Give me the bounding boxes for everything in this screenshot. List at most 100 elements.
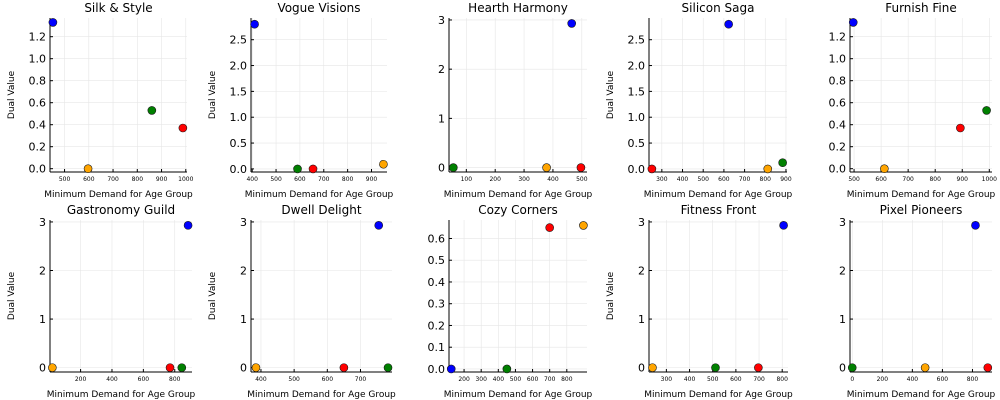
data-point-orange (880, 164, 889, 173)
x-tick-label: 600 (730, 376, 742, 383)
chart-title: Fitness Front (681, 203, 757, 217)
data-point-orange (379, 159, 388, 169)
y-axis-label: Dual Value (7, 70, 17, 119)
y-tick-label: 0.0 (428, 363, 446, 376)
x-tick-label: 800 (342, 176, 354, 183)
x-tick-label: 700 (107, 176, 119, 183)
x-tick-label: 200 (458, 376, 470, 383)
x-axis-label: Minimum Demand for Age Group (444, 390, 593, 400)
x-tick-label: 900 (156, 176, 168, 183)
data-point-blue (48, 18, 58, 27)
x-tick-label: 1000 (178, 176, 193, 183)
chart-title: Silk & Style (84, 1, 152, 15)
data-point-green (147, 106, 157, 115)
y-tick-label: 1 (39, 313, 46, 326)
data-point-blue (183, 221, 193, 230)
chart-title: Dwell Delight (281, 203, 361, 217)
x-tick-label: 300 (656, 176, 668, 183)
y-tick-label: 2.0 (230, 60, 248, 73)
y-tick-label: 0.0 (29, 163, 47, 176)
y-tick-label: 1.0 (29, 53, 47, 66)
x-tick-label: 800 (561, 376, 573, 383)
x-tick-label: 600 (527, 376, 539, 383)
data-point-orange (251, 363, 261, 372)
y-tick-label: 2 (638, 265, 645, 278)
chart-title: Pixel Pioneers (880, 203, 963, 217)
data-point-blue (374, 221, 384, 230)
x-tick-label: 500 (707, 376, 719, 383)
x-tick-label: 500 (697, 176, 709, 183)
data-point-red (308, 164, 318, 174)
y-tick-label: 3 (240, 216, 247, 229)
data-point-red (754, 363, 763, 372)
x-tick-label: 700 (544, 376, 556, 383)
x-tick-label: 500 (270, 176, 282, 183)
data-point-blue (971, 221, 980, 230)
chart-title: Hearth Harmony (468, 1, 568, 15)
y-tick-label: 0.0 (628, 163, 646, 176)
data-point-blue (446, 364, 456, 374)
data-point-orange (542, 163, 551, 172)
x-tick-label: 400 (907, 376, 919, 383)
y-tick-label: 0.8 (829, 75, 847, 88)
data-point-red (983, 363, 993, 372)
x-tick-label: 700 (902, 176, 914, 183)
x-tick-label: 400 (106, 376, 118, 383)
y-tick-label: 3 (839, 216, 846, 229)
x-tick-label: 400 (684, 376, 696, 383)
y-tick-label: 0.6 (829, 97, 847, 110)
data-point-green (177, 363, 187, 372)
y-tick-label: 0.6 (29, 97, 47, 110)
data-point-orange (83, 164, 93, 173)
data-point-green (383, 363, 393, 372)
data-point-red (545, 223, 554, 232)
y-tick-label: 1.0 (230, 111, 248, 124)
x-axis-label: Minimum Demand for Age Group (847, 190, 996, 200)
data-point-orange (579, 221, 588, 230)
data-point-red (178, 123, 188, 133)
x-tick-label: 600 (718, 176, 730, 183)
y-tick-label: 1.0 (829, 53, 847, 66)
data-point-blue (724, 19, 733, 29)
data-point-blue (779, 221, 788, 230)
y-tick-label: 1.5 (628, 85, 646, 98)
x-axis-label: Minimum Demand for Age Group (245, 190, 394, 200)
data-point-green (847, 363, 857, 372)
y-tick-label: 1 (438, 112, 445, 125)
chart-title: Silicon Saga (682, 1, 755, 15)
data-point-orange (920, 363, 930, 372)
y-axis-label: Dual Value (606, 271, 616, 320)
y-tick-label: 0.4 (829, 119, 847, 132)
x-tick-label: 200 (75, 376, 87, 383)
x-axis-label: Minimum Demand for Age Group (44, 190, 193, 200)
y-tick-label: 3 (39, 216, 46, 229)
x-tick-label: 400 (677, 176, 689, 183)
x-tick-label: 400 (246, 176, 258, 183)
x-axis-label: Minimum Demand for Age Group (847, 390, 996, 400)
data-point-red (647, 164, 657, 174)
x-tick-label: 500 (288, 376, 300, 383)
y-tick-label: 0 (438, 162, 445, 175)
y-axis-label: Dual Value (7, 271, 17, 320)
y-tick-label: 0 (638, 362, 645, 375)
x-tick-label: 400 (255, 376, 267, 383)
y-tick-label: 0.5 (428, 254, 446, 267)
x-axis-label: Minimum Demand for Age Group (644, 190, 793, 200)
x-tick-label: 800 (132, 176, 144, 183)
y-tick-label: 0.4 (29, 119, 47, 132)
data-point-red (165, 363, 175, 372)
data-point-blue (567, 19, 576, 28)
y-tick-label: 3 (438, 14, 445, 27)
data-point-orange (48, 363, 57, 372)
data-point-green (982, 106, 991, 115)
x-tick-label: 900 (957, 176, 969, 183)
data-point-green (711, 363, 720, 372)
chart-title: Vogue Visions (277, 1, 360, 15)
y-tick-label: 2.0 (628, 60, 646, 73)
x-tick-label: 300 (475, 376, 487, 383)
data-point-green (778, 158, 787, 167)
x-tick-label: 600 (138, 376, 150, 383)
x-tick-label: 200 (877, 376, 889, 383)
x-tick-label: 700 (739, 176, 751, 183)
x-tick-label: 400 (547, 176, 559, 183)
